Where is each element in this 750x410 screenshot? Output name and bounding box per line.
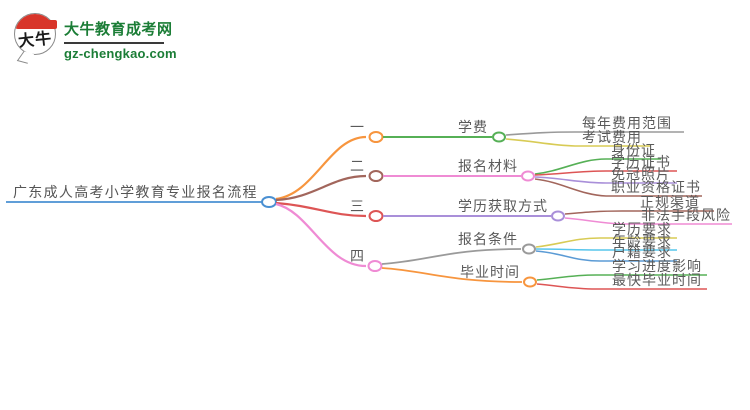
leaf-annual-fee-line [505,131,684,136]
branch-1-curve [275,135,367,201]
topic-degree-method-handle[interactable] [551,210,565,222]
topic-graduation-time-label: 毕业时间 [460,264,520,280]
leaf-qualification-label: 职业资格证书 [611,179,701,195]
branch-1-label: 一 [350,119,364,135]
leaf-diploma-label: 学历证书 [611,154,671,170]
topic-graduation-time-handle[interactable] [523,276,537,288]
site-logo: 大牛 大牛教育成考网 gz-chengkao.com [12,12,182,64]
leaf-progress-impact-label: 学习进度影响 [612,258,702,274]
leaf-photo-line [534,176,677,184]
logo-site-domain: gz-chengkao.com [64,45,177,61]
branch-4-handle[interactable] [367,260,383,272]
logo-divider [64,42,164,44]
leaf-id-card-label: 身份证 [611,142,656,158]
logo-red-cap-icon [15,14,55,29]
logo-seal-icon [48,20,57,29]
leaf-residence-requirement-line [535,250,677,262]
root-node-label: 广东成人高考小学教育专业报名流程 [13,184,258,200]
leaf-id-card-line [534,158,661,175]
leaf-exam-fee-line [505,138,651,147]
leaf-formal-channel-line [564,210,714,215]
leaf-edu-requirement-label: 学历要求 [612,221,672,237]
leaf-exam-fee-label: 考试费用 [582,129,642,145]
leaf-age-requirement-line [535,248,677,251]
branch-2-label: 二 [350,158,364,174]
branch-3-label: 三 [350,198,364,214]
leaf-photo-label: 免冠照片 [611,166,671,182]
topic-materials-label: 报名材料 [458,158,518,174]
leaf-residence-requirement-label: 户籍要求 [612,244,672,260]
branch-2-handle[interactable] [368,170,384,182]
branch-3-curve [275,201,367,218]
leaf-edu-requirement-line [535,237,677,248]
topic-conditions-label: 报名条件 [458,231,518,247]
leaf-formal-channel-label: 正规渠道 [640,194,700,210]
leaf-illegal-risk-line [564,217,732,225]
logo-text-block: 大牛教育成考网 gz-chengkao.com [64,18,179,61]
leaf-progress-impact-line [536,274,707,281]
branch-1-handle[interactable] [368,131,384,143]
topic-conditions-line [381,248,522,265]
leaf-diploma-line [534,170,677,176]
topic-tuition-handle[interactable] [492,131,506,143]
logo-site-name: 大牛教育成考网 [64,21,173,38]
topic-tuition-label: 学费 [458,119,488,135]
leaf-fastest-graduation-line [536,283,707,290]
topic-graduation-time-line [381,267,523,283]
branch-3-handle[interactable] [368,210,384,222]
branch-4-curve [275,202,367,268]
topic-materials-handle[interactable] [521,170,535,182]
leaf-annual-fee-label: 每年费用范围 [582,115,672,131]
topic-degree-method-label: 学历获取方式 [458,198,548,214]
leaf-age-requirement-label: 年龄要求 [612,233,672,249]
branch-2-curve [275,174,367,202]
leaf-fastest-graduation-label: 最快毕业时间 [612,272,702,288]
branch-4-label: 四 [350,248,364,264]
leaf-qualification-line [534,178,702,197]
leaf-illegal-risk-label: 非法手段风险 [641,207,731,223]
topic-conditions-handle[interactable] [522,243,536,255]
root-node-handle[interactable] [261,196,277,208]
